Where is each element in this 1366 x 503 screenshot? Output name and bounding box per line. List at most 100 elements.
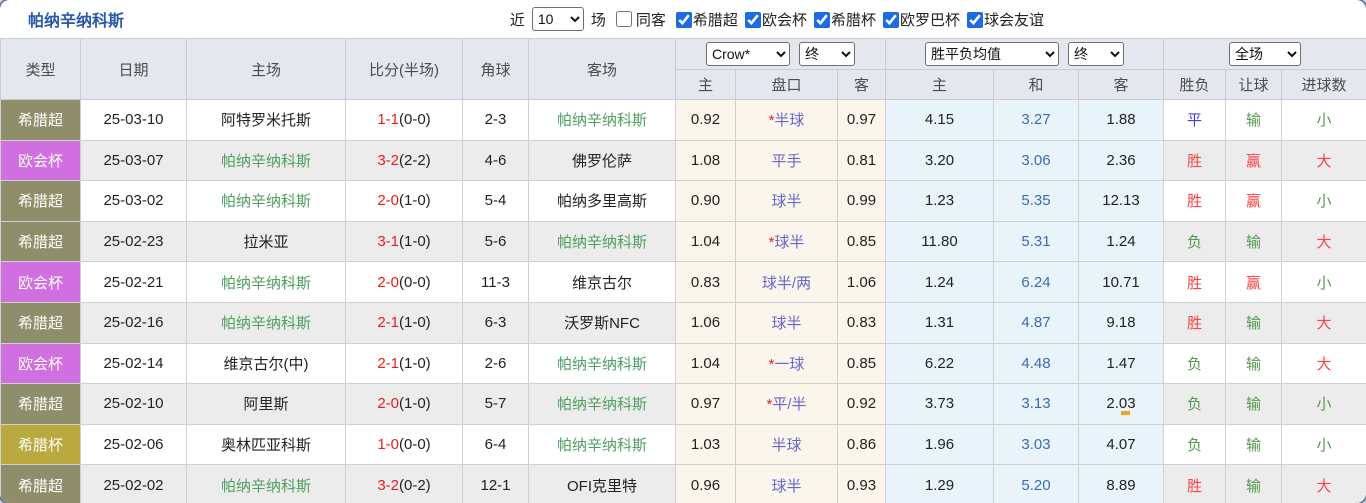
corner-score: 11-3 (462, 261, 529, 303)
fulltime-score: 2-1 (377, 314, 399, 332)
handicap-outcome: 赢 (1225, 139, 1283, 182)
avg-draw-value: 5.31 (993, 220, 1079, 263)
score-cell: 1-0(0-0) (345, 423, 463, 466)
home-team: 帕纳辛纳科斯 (186, 139, 346, 182)
avg-home-value: 3.73 (885, 383, 994, 425)
avg-odds-select[interactable]: 胜平负均值 (925, 42, 1060, 66)
odds-away-value: 0.93 (837, 464, 886, 503)
goals-outcome: 大 (1281, 220, 1366, 263)
sub-header-handicap: 盘口 (735, 69, 838, 100)
goals-outcome: 小 (1281, 99, 1366, 141)
handicap-value: *一球 (735, 342, 838, 385)
avg-away-value: 9.18 (1077, 301, 1165, 344)
halftime-score: (0-0) (399, 111, 431, 129)
same-venue-label: 同客 (635, 11, 666, 29)
col-header-type: 类型 (0, 38, 81, 100)
league-type-badge: 希腊超 (0, 301, 81, 344)
avg-away-value: 8.89 (1077, 464, 1165, 503)
away-team: 帕纳辛纳科斯 (528, 220, 676, 263)
avg-draw-value: 5.20 (993, 464, 1079, 503)
scope-section-header: 全场 (1163, 38, 1366, 70)
handicap-outcome: 赢 (1225, 180, 1283, 222)
handicap-text: 半球 (771, 437, 802, 455)
matches-table: 类型 日期 主场 比分(半场) 角球 客场 Crow* 终 (0, 38, 1366, 503)
score-cell: 2-1(1-0) (345, 301, 463, 344)
league-checkbox[interactable] (744, 11, 761, 28)
odds-home-value: 1.03 (675, 423, 736, 466)
away-team: 佛罗伦萨 (528, 139, 676, 182)
league-checkbox[interactable] (813, 11, 830, 28)
avg-home-value: 6.22 (885, 342, 994, 385)
corner-score: 12-1 (462, 464, 529, 503)
goals-outcome: 小 (1281, 261, 1366, 303)
avg-home-value: 1.23 (885, 180, 994, 222)
halftime-score: (2-2) (399, 151, 431, 169)
league-type-badge: 希腊超 (0, 220, 81, 263)
league-checkbox[interactable] (882, 11, 899, 28)
league-checkbox[interactable] (966, 11, 983, 28)
corner-score: 5-7 (462, 383, 529, 425)
league-label: 球会友谊 (983, 11, 1044, 29)
handicap-outcome: 输 (1225, 383, 1283, 425)
home-team: 阿特罗米托斯 (186, 99, 346, 141)
odds-home-value: 0.97 (675, 383, 736, 425)
away-team: 帕纳辛纳科斯 (528, 342, 676, 385)
odds-time-select[interactable]: 终 (799, 42, 855, 66)
goals-outcome: 小 (1281, 383, 1366, 425)
result-outcome: 负 (1163, 383, 1227, 425)
handicap-value: 球半 (735, 301, 838, 344)
match-date: 25-02-14 (80, 342, 187, 385)
odds-away-value: 0.83 (837, 301, 886, 344)
scope-select[interactable]: 全场 (1229, 42, 1302, 66)
league-checkbox[interactable] (675, 11, 692, 28)
avg-away-number: 1.47 (1106, 354, 1136, 372)
league-type-badge: 希腊超 (0, 464, 81, 503)
home-team: 帕纳辛纳科斯 (186, 464, 346, 503)
sub-header-avg-away: 客 (1077, 69, 1165, 100)
avg-draw-value: 3.13 (993, 383, 1079, 425)
match-date: 25-02-02 (80, 464, 187, 503)
odds-source-select[interactable]: Crow* (706, 42, 790, 66)
score-cell: 3-2(0-2) (345, 464, 463, 503)
home-team: 阿里斯 (186, 383, 346, 425)
league-type-badge: 希腊超 (0, 383, 81, 425)
corner-score: 5-4 (462, 180, 529, 222)
handicap-value: *半球 (735, 99, 838, 141)
handicap-outcome: 输 (1225, 342, 1283, 385)
league-type-badge: 希腊超 (0, 180, 81, 222)
odds-home-value: 0.90 (675, 180, 736, 222)
avg-away-value: 2.36 (1077, 139, 1165, 182)
home-team: 帕纳辛纳科斯 (186, 180, 346, 222)
handicap-outcome: 输 (1225, 220, 1283, 263)
table-row: 希腊超 25-02-16 帕纳辛纳科斯 2-1(1-0) 6-3 沃罗斯NFC … (0, 301, 1366, 344)
avg-draw-value: 4.48 (993, 342, 1079, 385)
avg-away-value: 12.13 (1077, 180, 1165, 222)
corner-score: 2-3 (462, 99, 529, 141)
header-controls-row: 类型 日期 主场 比分(半场) 角球 客场 Crow* 终 (0, 38, 1366, 100)
goals-outcome: 大 (1281, 342, 1366, 385)
score-cell: 2-0(1-0) (345, 383, 463, 425)
same-venue-checkbox[interactable] (615, 11, 632, 27)
result-outcome: 平 (1163, 99, 1227, 141)
handicap-star: * (768, 355, 775, 373)
handicap-text: 平/半 (772, 396, 807, 414)
avg-time-select[interactable]: 终 (1068, 42, 1125, 66)
col-header-score: 比分(半场) (345, 38, 463, 100)
avg-away-value: 1.24 (1077, 220, 1165, 263)
away-team: 帕纳辛纳科斯 (528, 383, 676, 425)
avg-home-value: 1.31 (885, 301, 994, 344)
avg-draw-value: 3.27 (993, 99, 1079, 141)
corner-score: 2-6 (462, 342, 529, 385)
home-team: 帕纳辛纳科斯 (186, 301, 346, 344)
result-outcome: 负 (1163, 220, 1227, 263)
avg-home-value: 1.29 (885, 464, 994, 503)
fulltime-score: 2-1 (377, 354, 399, 372)
sub-header-avg-draw: 和 (993, 69, 1079, 100)
match-date: 25-02-10 (80, 383, 187, 425)
fulltime-score: 1-0 (377, 436, 399, 454)
recent-count-select[interactable]: 10 (531, 7, 584, 31)
halftime-score: (1-0) (399, 192, 431, 210)
league-label: 欧罗巴杯 (899, 11, 960, 29)
avg-home-value: 4.15 (885, 99, 994, 141)
